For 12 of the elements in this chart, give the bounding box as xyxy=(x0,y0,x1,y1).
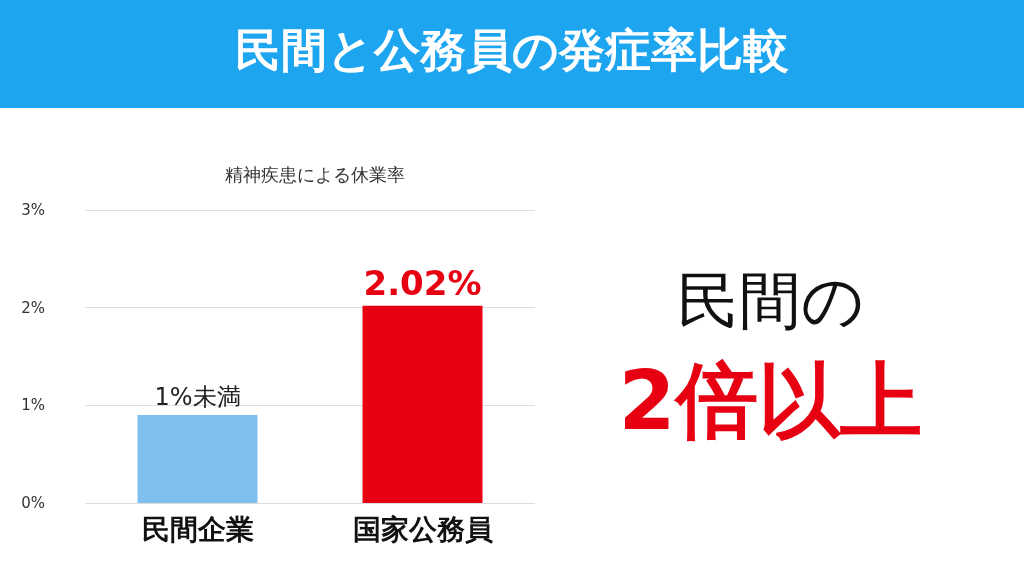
chart-subtitle: 精神疾患による休業率 xyxy=(225,163,405,185)
x-tick-label: 国家公務員 xyxy=(352,512,493,546)
data-label: 2.02% xyxy=(363,262,482,303)
y-tick-label: 2% xyxy=(21,298,45,317)
text: 民間の xyxy=(676,263,864,337)
x-tick-label: 民間企業 xyxy=(141,512,254,546)
chart-title: 民間と公務員の発症率比較 xyxy=(235,23,789,77)
y-tick-label: 3% xyxy=(21,201,45,219)
text: 2倍以上 xyxy=(618,352,922,448)
y-tick-label: 1% xyxy=(21,396,45,415)
y-tick-label: 0% xyxy=(21,494,45,512)
data-label: 1%未満 xyxy=(154,383,241,412)
